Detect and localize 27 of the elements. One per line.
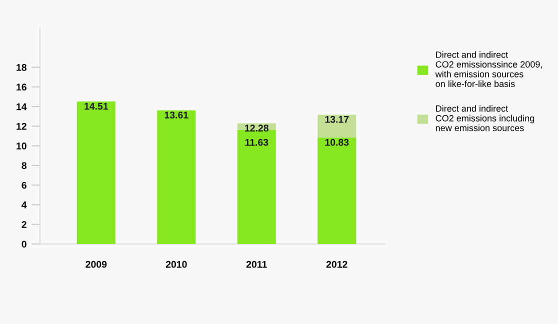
total-label: 12.28: [245, 124, 268, 132]
bar: [157, 110, 196, 244]
x-tick-label: 2012: [326, 260, 348, 268]
x-tick-label: 2009: [86, 260, 107, 268]
y-tick-label: 14: [16, 103, 27, 110]
data-label: 10.83: [325, 138, 349, 146]
bar: [76, 102, 116, 244]
data-label: 13.61: [164, 112, 188, 119]
data-label: 14.51: [84, 102, 108, 110]
bar: [318, 114, 356, 138]
y-tick-label: 6: [22, 182, 26, 189]
y-tick-label: 0: [22, 240, 26, 248]
bar: [318, 138, 356, 244]
x-tick-label: 2011: [246, 260, 267, 268]
y-tick-label: 8: [22, 162, 27, 170]
legend-label: Direct and indirect CO2 emissions including new emission sources: [436, 105, 534, 132]
y-tick-label: 16: [16, 84, 26, 91]
total-label: 13.17: [325, 116, 349, 123]
x-tick-label: 2010: [166, 260, 187, 268]
y-tick-label: 2: [22, 221, 26, 228]
y-tick-label: 12: [16, 122, 26, 130]
y-tick-label: 18: [16, 64, 27, 71]
legend-label: Direct and indirect CO2 emissionssince 2009, with emission sources on like-for-like basis: [435, 51, 542, 88]
y-tick-label: 4: [22, 202, 27, 208]
y-tick-label: 10: [16, 142, 26, 150]
bar: [237, 130, 276, 244]
data-label: 11.63: [245, 138, 268, 146]
